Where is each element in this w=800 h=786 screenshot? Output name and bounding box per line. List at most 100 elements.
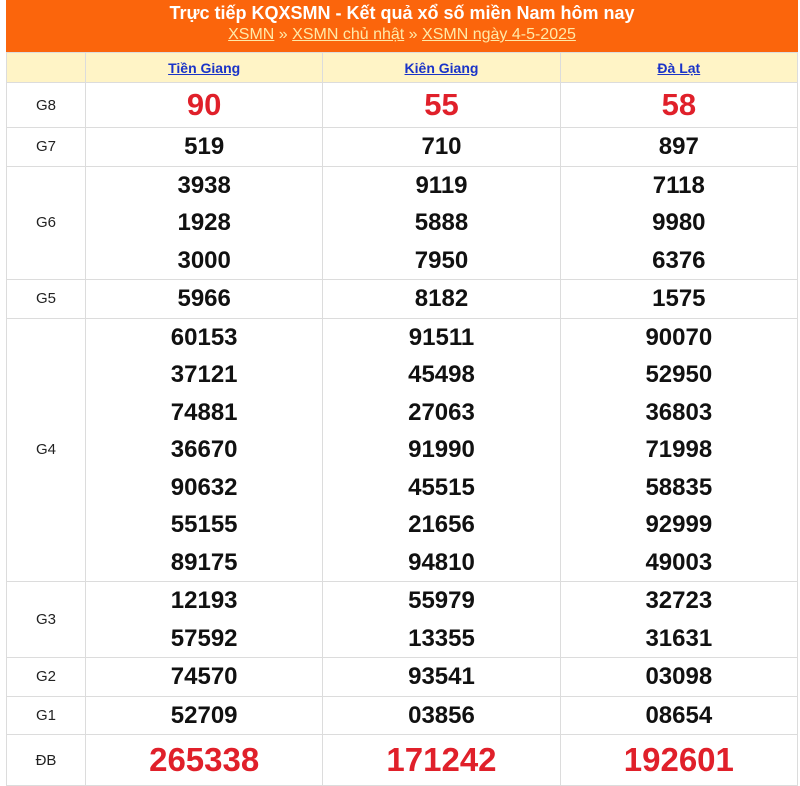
result-cell: 519 — [84, 127, 324, 167]
result-cell: 7118 9980 6376 — [559, 165, 799, 280]
result-number: 710 — [421, 133, 462, 160]
page-title: Trực tiếp KQXSMN - Kết quả xổ số miền Na… — [169, 3, 635, 23]
result-number: 92999 — [645, 511, 713, 538]
result-cell: 91511 45498 27063 91990 45515 21656 94810 — [322, 317, 561, 582]
breadcrumb-xsmn-sunday[interactable]: XSMN chủ nhật — [292, 26, 405, 43]
result-cell: 897 — [559, 127, 799, 167]
prize-row: G1 52709 03856 08654 — [6, 695, 799, 735]
result-number: 90070 — [645, 323, 713, 351]
result-number: 12193 — [170, 587, 238, 614]
result-cell: 93541 — [322, 657, 561, 697]
prize-row: G6 3938 1928 3000 9119 5888 7950 7118 9980 6376 — [6, 165, 799, 280]
result-cell: 9119 5888 7950 — [322, 165, 561, 280]
result-number: 3938 — [177, 171, 231, 199]
prize-row: G4 60153 37121 74881 36670 90632 55155 89175 915… — [6, 317, 799, 582]
result-number: 08654 — [645, 701, 713, 729]
prize-label: G3 — [6, 581, 86, 658]
result-cell: 710 — [322, 127, 561, 167]
result-number: 49003 — [645, 548, 713, 576]
province-link-kien-giang[interactable]: Kiên Giang — [404, 59, 479, 76]
result-number: 7950 — [414, 246, 469, 274]
result-cell: 8182 — [322, 279, 561, 319]
result-cell: 74570 — [84, 657, 324, 697]
province-link-da-lat[interactable]: Đà Lạt — [657, 59, 701, 76]
result-number: 9119 — [415, 171, 468, 199]
result-number: 91511 — [408, 323, 475, 351]
prize-row: G5 5966 8182 1575 — [6, 279, 799, 319]
result-number: 5888 — [414, 209, 469, 236]
prize-label: G1 — [6, 695, 86, 735]
result-number: 55155 — [170, 511, 238, 538]
prize-label: ĐB — [6, 734, 86, 786]
breadcrumb-xsmn-date[interactable]: XSMN ngày 4-5-2025 — [422, 26, 576, 43]
result-number: 90632 — [170, 473, 238, 501]
result-cell: 1575 — [559, 279, 799, 319]
result-cell: 60153 37121 74881 36670 90632 55155 89175 — [84, 317, 324, 582]
result-number: 03856 — [408, 701, 475, 729]
result-number: 27063 — [408, 398, 475, 426]
result-cell: 192601 — [559, 734, 799, 786]
prize-row: G7 519 710 897 — [6, 127, 799, 167]
result-number: 21656 — [408, 511, 475, 538]
result-number: 519 — [184, 133, 225, 160]
result-number: 5966 — [177, 285, 231, 312]
result-number: 58 — [661, 87, 697, 122]
result-number: 89175 — [170, 548, 238, 576]
result-cell: 171242 — [322, 734, 561, 786]
result-cell: 3938 1928 3000 — [84, 165, 324, 280]
results-table: Tiền Giang Kiên Giang Đà Lạt G8 90 55 58 G7 5… — [6, 52, 799, 786]
lottery-results: Trực tiếp KQXSMN - Kết quả xổ số miền Na… — [6, 0, 799, 786]
province-header: Đà Lạt — [559, 52, 799, 83]
result-number: 71998 — [645, 436, 713, 463]
prize-label: G6 — [6, 165, 86, 280]
result-cell: 55 — [322, 82, 561, 128]
result-number: 6376 — [652, 246, 706, 274]
prize-label: G4 — [6, 317, 86, 582]
result-number: 1928 — [177, 209, 231, 236]
result-number: 45498 — [408, 361, 475, 388]
result-number: 32723 — [645, 587, 713, 614]
province-link-tien-giang[interactable]: Tiền Giang — [168, 59, 241, 76]
result-number: 03098 — [645, 663, 713, 690]
prize-row: G3 12193 57592 55979 13355 32723 31631 — [6, 581, 799, 658]
result-cell: 08654 — [559, 695, 799, 735]
prize-column-header — [6, 52, 86, 83]
result-number: 3000 — [177, 246, 231, 274]
results-header: Trực tiếp KQXSMN - Kết quả xổ số miền Na… — [6, 0, 798, 52]
result-cell: 265338 — [84, 734, 324, 786]
result-number: 55 — [424, 87, 459, 122]
breadcrumb-separator: » — [278, 26, 288, 43]
result-number: 171242 — [386, 741, 497, 778]
result-number: 74570 — [170, 663, 238, 690]
result-number: 60153 — [170, 323, 238, 351]
province-header: Tiền Giang — [84, 52, 324, 83]
result-cell: 90070 52950 36803 71998 58835 92999 49003 — [559, 317, 799, 582]
result-number: 897 — [658, 133, 699, 160]
result-number: 52709 — [170, 701, 238, 729]
result-number: 93541 — [408, 663, 475, 690]
prize-row: G2 74570 93541 03098 — [6, 657, 799, 697]
result-cell: 32723 31631 — [559, 581, 799, 658]
result-number: 74881 — [170, 398, 238, 426]
result-number: 31631 — [645, 624, 713, 652]
result-number: 7118 — [652, 171, 705, 199]
result-number: 45515 — [408, 473, 475, 501]
breadcrumb-xsmn[interactable]: XSMN — [228, 26, 275, 43]
prize-label: G8 — [6, 82, 86, 128]
result-number: 36670 — [170, 436, 238, 463]
result-number: 91990 — [408, 436, 475, 463]
result-cell: 52709 — [84, 695, 324, 735]
result-cell: 55979 13355 — [322, 581, 561, 658]
prize-row: ĐB 265338 171242 192601 — [6, 734, 799, 786]
result-number: 57592 — [170, 624, 238, 652]
result-number: 8182 — [414, 285, 469, 312]
breadcrumb-separator: » — [408, 26, 418, 43]
result-cell: 90 — [84, 82, 324, 128]
result-number: 13355 — [408, 624, 475, 652]
result-cell: 58 — [559, 82, 799, 128]
result-cell: 03098 — [559, 657, 799, 697]
result-cell: 12193 57592 — [84, 581, 324, 658]
result-number: 1575 — [652, 285, 706, 312]
result-cell: 5966 — [84, 279, 324, 319]
result-number: 9980 — [652, 209, 706, 236]
